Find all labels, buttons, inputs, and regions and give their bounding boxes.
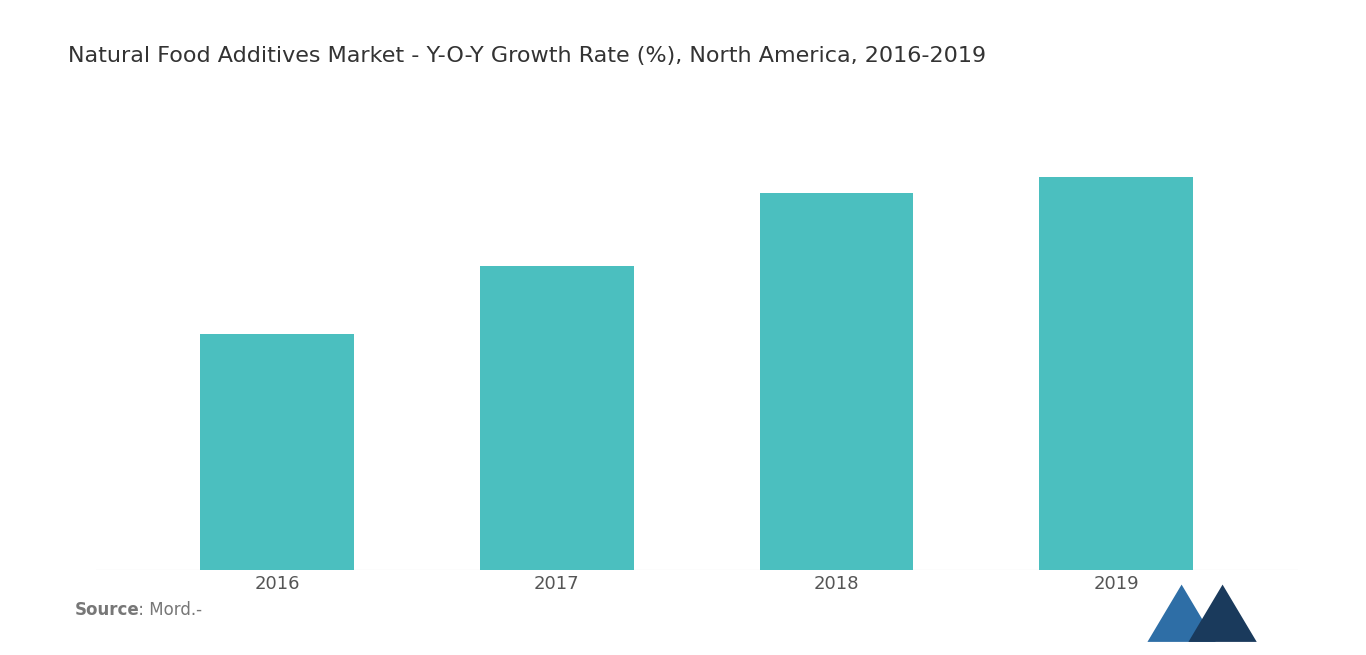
Bar bbox=[201, 334, 354, 570]
Text: Natural Food Additives Market - Y-O-Y Growth Rate (%), North America, 2016-2019: Natural Food Additives Market - Y-O-Y Gr… bbox=[68, 46, 986, 66]
Bar bbox=[479, 266, 634, 570]
Text: : Mord.-: : Mord.- bbox=[133, 601, 202, 619]
Text: Source: Source bbox=[75, 601, 139, 619]
Bar bbox=[759, 193, 914, 570]
Polygon shape bbox=[1188, 584, 1257, 642]
Bar bbox=[1040, 177, 1193, 570]
Polygon shape bbox=[1147, 584, 1216, 642]
